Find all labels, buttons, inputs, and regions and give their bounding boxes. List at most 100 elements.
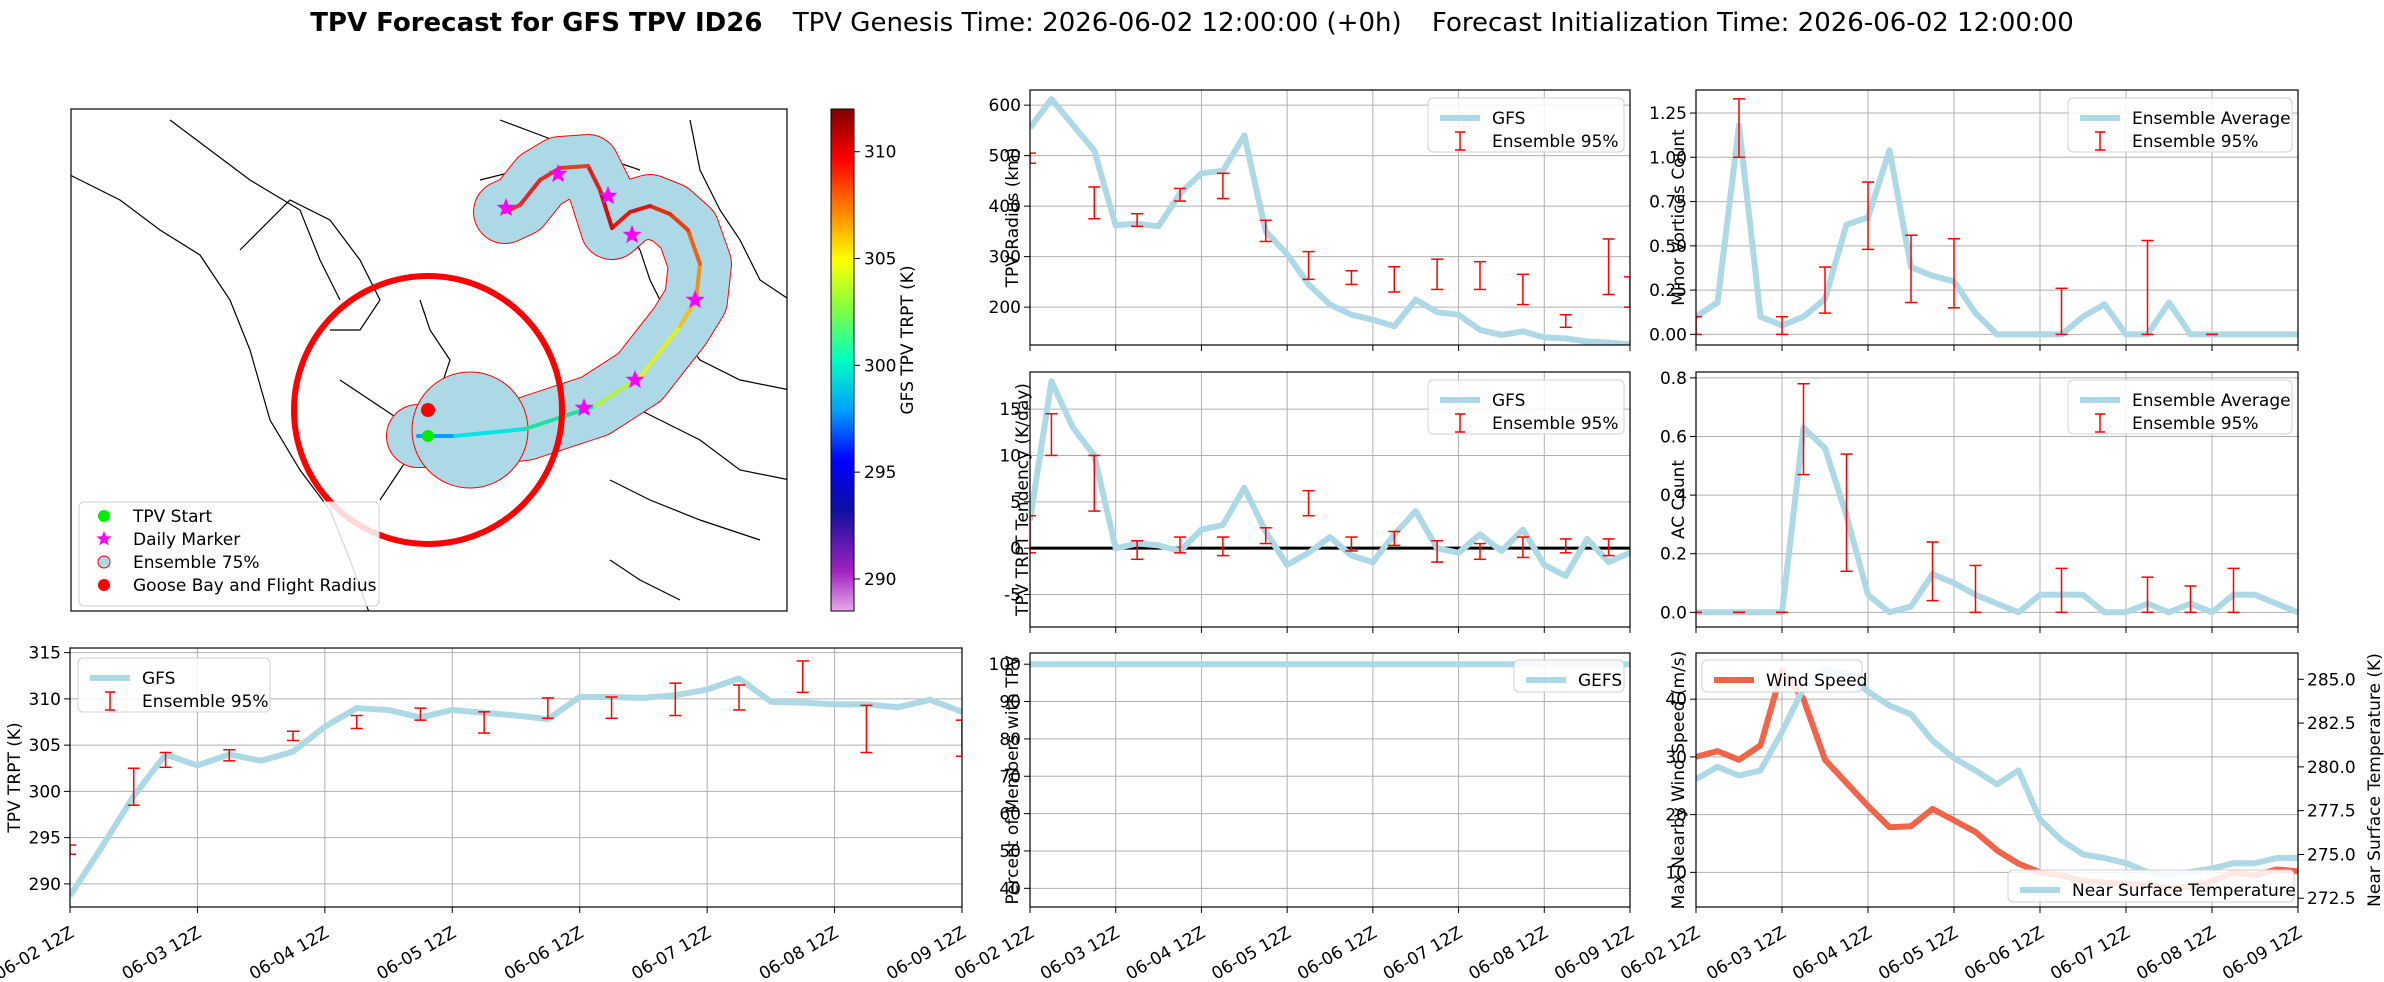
axes-frame <box>1029 652 1631 908</box>
legend-marker <box>98 510 110 522</box>
y-tick-label: 40 <box>999 879 1021 899</box>
x-tick-label: 06-03 12Z <box>1703 923 1789 982</box>
ensemble-errorbar <box>1602 238 1615 296</box>
legend-marker <box>96 531 112 546</box>
legend: GFS Ensemble 95% <box>1427 379 1625 435</box>
ensemble-errorbar <box>1259 527 1272 545</box>
daily-marker <box>598 186 618 205</box>
tpv-start-marker <box>422 430 434 442</box>
panel-radius: 200 300 400 500 600 TPV Radius (km) GFS Ensembl… <box>989 89 1631 351</box>
track-segment <box>598 188 614 230</box>
data-group <box>1696 665 2298 892</box>
colorbar-label: GFS TPV TRPT (K) <box>898 265 918 414</box>
colorbar-bar <box>830 108 855 612</box>
x-tick-label: 06-03 12Z <box>119 923 205 982</box>
ensemble-errorbar <box>1819 266 1831 314</box>
legend: Ensemble Average Ensemble 95% <box>2067 379 2293 435</box>
ensemble-errorbar <box>1131 212 1144 228</box>
ensemble-errorbar <box>1474 260 1486 291</box>
y2-tick-label: 280.0 <box>2307 758 2356 778</box>
ensemble-errorbar <box>860 704 873 754</box>
x-tick-label: 06-07 12Z <box>1380 923 1466 982</box>
ensemble-errorbar <box>223 749 236 762</box>
ensemble-errorbar <box>1817 544 1829 563</box>
data-group <box>1696 382 2298 616</box>
axes-frame <box>1029 89 1631 346</box>
y-tick-label: 310 <box>29 690 61 710</box>
legend-label: Ensemble 95% <box>1492 414 1619 434</box>
temp-line <box>1696 665 2298 879</box>
ensemble-errorbar <box>1388 265 1401 293</box>
ensemble-errorbar <box>1862 181 1874 251</box>
map-frame <box>70 108 788 612</box>
track-segment <box>453 427 527 438</box>
y-tick-label: 300 <box>29 782 61 802</box>
ensemble-errorbar <box>956 719 962 757</box>
ensemble-errorbar <box>414 707 427 721</box>
legend-box <box>2067 97 2293 153</box>
y-tick-label: 600 <box>989 96 1021 116</box>
legend-label: Goose Bay and Flight Radius <box>133 576 377 596</box>
coastline <box>609 479 761 541</box>
ensemble-errorbar <box>1088 454 1101 512</box>
y-tick-label: 0.6 <box>1660 427 1687 447</box>
y-axis-label: Percent of Members with TPV <box>1003 655 1023 904</box>
x-tick-label: 06-03 12Z <box>1037 923 1123 982</box>
ensemble-errorbar <box>1045 412 1058 457</box>
ensemble-errorbar <box>1645 534 1657 551</box>
track-segment <box>638 324 682 379</box>
ensemble-errorbar <box>1174 536 1186 554</box>
ensemble-errorbar <box>1696 315 1702 336</box>
ensemble-errorbar <box>669 682 682 717</box>
ensemble-errorbar <box>1030 152 1036 164</box>
y-tick-label: 10 <box>1665 863 1687 883</box>
y-tick-label: 0 <box>1010 539 1021 559</box>
ensemble-errorbar <box>1516 536 1529 559</box>
ensemble-errorbar <box>1302 250 1315 281</box>
y-tick-label: 0.00 <box>1649 325 1687 345</box>
y-tick-label: 300 <box>989 248 1021 268</box>
y-tick-label: 1.25 <box>1649 104 1687 124</box>
legend-label: Wind Speed <box>1766 671 1867 691</box>
legend: Wind Speed <box>1701 659 1867 693</box>
axes-frame <box>1695 89 2299 346</box>
ensemble-errorbar <box>1903 534 1915 553</box>
figure-title: TPV Forecast for GFS TPV ID26 TPV Genesi… <box>310 8 2074 38</box>
legend-label: GEFS <box>1578 671 1622 691</box>
ensemble-errorbar <box>2141 576 2154 614</box>
legend-label: Ensemble 95% <box>2132 132 2259 152</box>
legend-label: GFS <box>142 669 175 689</box>
y-axis-label: Minor Vortices Count <box>1669 129 1689 306</box>
track-segment <box>694 262 702 302</box>
coastline <box>619 399 787 481</box>
y-axis-label: AC Count <box>1669 460 1689 539</box>
y2-tick-label: 272.5 <box>2307 889 2356 909</box>
ensemble-errorbar <box>605 696 618 720</box>
ensemble-errorbar <box>2184 585 2197 614</box>
wind-line <box>1696 667 2298 892</box>
legend-box <box>2067 379 2293 435</box>
y2-tick-label: 275.0 <box>2307 845 2356 865</box>
y2-tick-label: 285.0 <box>2307 670 2356 690</box>
y-tick-label: 0.75 <box>1649 193 1687 213</box>
ensemble-errorbar <box>2227 567 2240 614</box>
legend-label: Ensemble 95% <box>1492 132 1619 152</box>
x-tick-label: 06-07 12Z <box>628 923 714 982</box>
y-tick-label: 0.8 <box>1660 369 1687 389</box>
track-segment <box>610 210 632 230</box>
x-tick-label: 06-06 12Z <box>1961 923 2047 982</box>
y-tick-label: 50 <box>999 842 1021 862</box>
y-tick-label: 20 <box>1665 806 1687 826</box>
y-tick-label: 0.4 <box>1660 486 1687 506</box>
x-tick-label: 06-08 12Z <box>1466 923 1552 982</box>
y-tick-label: 295 <box>29 829 61 849</box>
colorbar-tick-label: 310 <box>864 143 896 163</box>
legend-box <box>78 501 380 607</box>
y-tick-label: 500 <box>989 147 1021 167</box>
ensemble-errorbar <box>478 711 491 734</box>
y-tick-label: 0.25 <box>1649 281 1687 301</box>
colorbar-tick-label: 290 <box>864 570 896 590</box>
y-tick-label: 290 <box>29 875 61 895</box>
